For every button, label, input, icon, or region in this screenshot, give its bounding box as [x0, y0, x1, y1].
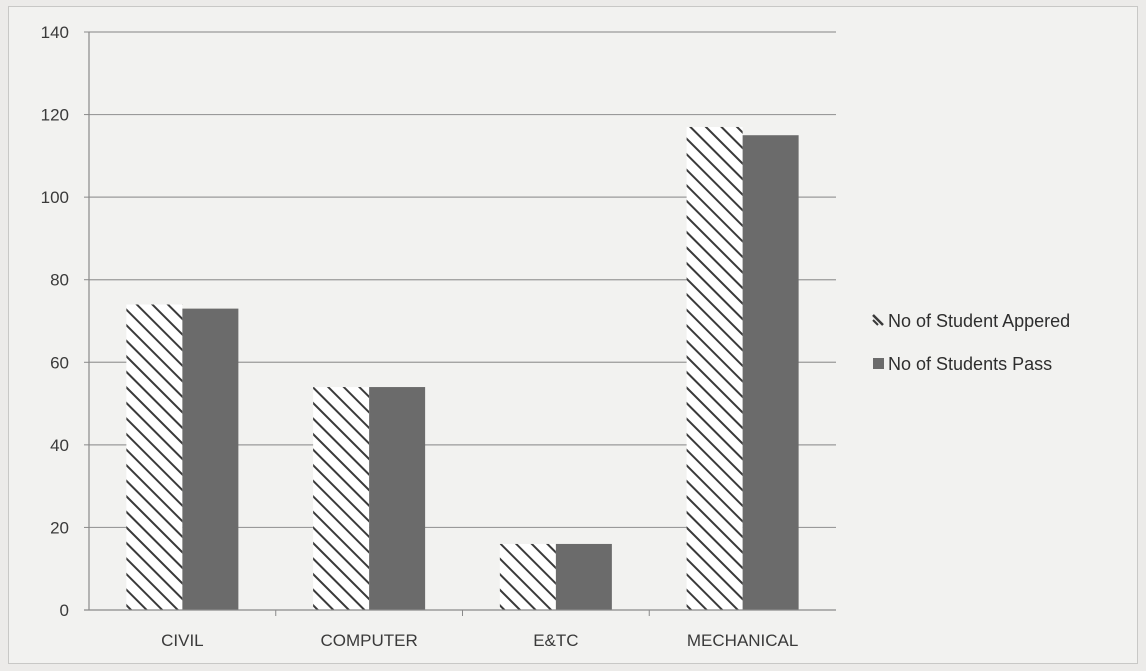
- x-tick-label: CIVIL: [161, 631, 204, 650]
- x-tick-label: MECHANICAL: [687, 631, 798, 650]
- bar-chart: 0 20 40 60 80 100 120 140 CIVIL COMPUTER E&TC MECHA…: [41, 23, 1071, 650]
- x-tick-label: COMPUTER: [320, 631, 417, 650]
- bar-appeared-civil: [126, 304, 183, 610]
- solid-square-icon: [873, 358, 884, 369]
- bar-appeared-computer: [313, 387, 370, 610]
- bar-appeared-mechanical: [686, 126, 743, 610]
- legend-label-appeared: No of Student Appered: [888, 311, 1070, 331]
- bars: [126, 126, 799, 610]
- y-tick-label: 80: [50, 271, 69, 290]
- legend-label-pass: No of Students Pass: [888, 354, 1052, 374]
- legend: No of Student Appered No of Students Pas…: [872, 311, 1070, 374]
- bar-pass-mechanical: [742, 135, 799, 610]
- y-tick-label: 100: [41, 188, 69, 207]
- axes: 0 20 40 60 80 100 120 140 CIVIL COMPUTER E&TC MECHA…: [41, 23, 836, 650]
- legend-item-appeared: No of Student Appered: [872, 311, 1070, 331]
- y-tick-label: 40: [50, 436, 69, 455]
- chart-area: 0 20 40 60 80 100 120 140 CIVIL COMPUTER E&TC MECHA…: [8, 6, 1138, 664]
- y-tick-label: 0: [60, 601, 69, 620]
- y-tick-label: 140: [41, 23, 69, 42]
- y-tick-label: 20: [50, 518, 69, 537]
- bar-appeared-etc: [499, 543, 556, 610]
- y-tick-label: 120: [41, 106, 69, 125]
- x-tick-label: E&TC: [533, 631, 578, 650]
- legend-item-pass: No of Students Pass: [873, 354, 1052, 374]
- bar-pass-civil: [182, 308, 239, 610]
- bar-pass-etc: [555, 543, 612, 610]
- y-tick-label: 60: [50, 353, 69, 372]
- diagonal-hatch-icon: [872, 314, 884, 326]
- bar-pass-computer: [369, 387, 426, 610]
